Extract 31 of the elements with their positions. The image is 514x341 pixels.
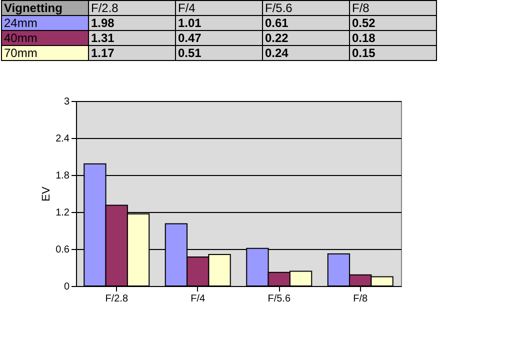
data-label: 0.52 (350, 16, 436, 30)
category-label: F/8 (352, 1, 370, 15)
y-tick-label: 0.6 (56, 244, 70, 256)
data-label: 0.15 (350, 46, 436, 60)
category-label: F/5.6 (265, 1, 292, 15)
data-label: 1.98 (88, 16, 176, 30)
data-label: 0.24 (262, 46, 350, 60)
x-tick-label: F/5.6 (268, 294, 291, 304)
data-label: 0.18 (350, 30, 436, 46)
data-label: 0.47 (176, 30, 262, 46)
data-label: 1.17 (88, 46, 176, 60)
y-tick-label: 0 (64, 282, 70, 292)
data-label: 0.51 (176, 46, 262, 60)
text: 24mm (2, 16, 88, 30)
y-tick-label: 1.8 (56, 170, 70, 182)
data-label: 1.01 (176, 16, 262, 30)
y-axis-title: EV (40, 186, 53, 202)
text: 70mm (2, 46, 88, 60)
data-label: 0.61 (262, 16, 350, 30)
x-tick-label: F/2.8 (105, 294, 128, 304)
y-tick-label: 2.4 (56, 134, 70, 144)
x-tick-label: F/8 (353, 294, 368, 304)
legend-title: Vignetting (2, 0, 88, 16)
category-label: F/4 (178, 1, 196, 15)
y-tick-label: 1.2 (56, 208, 70, 218)
data-label: 1.31 (88, 30, 176, 46)
data-label: 0.22 (262, 30, 350, 46)
x-tick-label: F/4 (190, 294, 206, 304)
category-label: F/2.8 (91, 1, 118, 15)
text: 40mm (2, 30, 88, 46)
y-tick-label: 3 (64, 96, 70, 108)
